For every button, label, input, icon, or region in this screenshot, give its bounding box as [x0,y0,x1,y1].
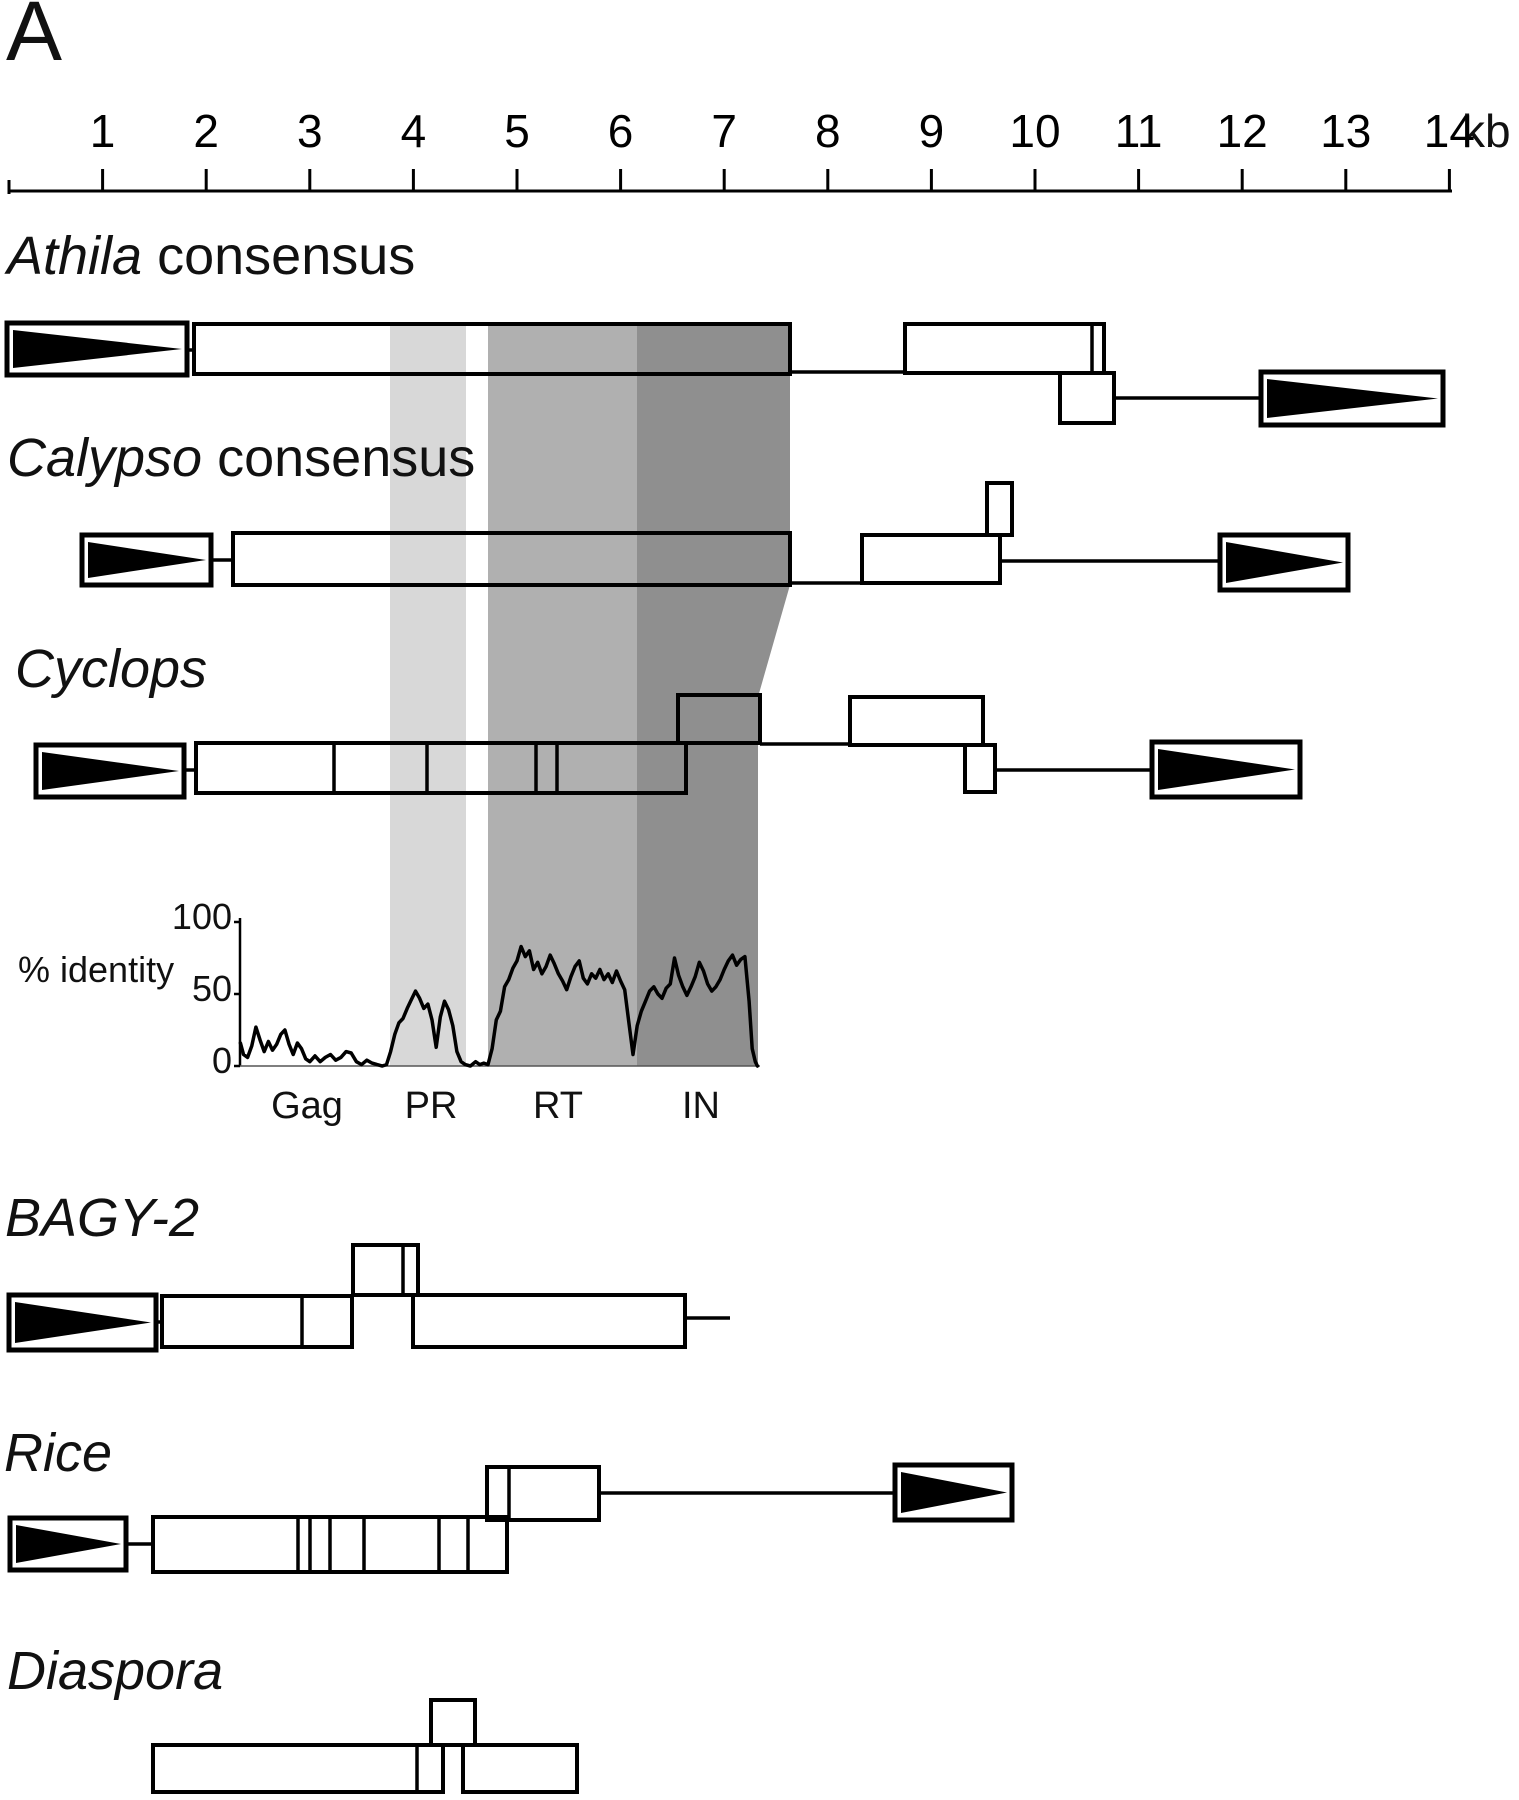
domain-label-rt: RT [533,1085,583,1127]
ruler-tick-label-9: 9 [918,105,945,157]
cyclops-ltr-right-box [1149,739,1303,800]
element-name: Rice [4,1423,113,1483]
element-name: Diaspora [7,1641,224,1701]
element-name: Cyclops [15,639,208,699]
row-label-bagy2: BAGY-2 [5,1191,199,1245]
ruler-tick-label-6: 6 [607,105,634,157]
calypso-raised-box [985,481,1014,537]
domain-label-in: IN [682,1085,720,1127]
plot-y-axis-label: % identity [18,949,175,990]
diaspora-orf2-box [461,1743,579,1794]
rice-ltr-right-box-arrow-icon [901,1472,1007,1513]
ruler-tick-label-14: 14 [1423,105,1475,157]
panel-letter: A [6,0,63,78]
athila-orf3-sub-box [1058,371,1116,425]
ruler-tick-label-2: 2 [193,105,219,157]
athila-ltr-right-box-arrow-icon [1267,379,1438,418]
ruler-tick-label-1: 1 [89,105,116,157]
athila-ltr-right-box [1258,369,1446,428]
diaspora-raised-box [429,1698,477,1747]
calypso-ltr-right-box [1217,532,1351,593]
bagy2-raised-box [351,1243,420,1297]
row-label-cyclops: Cyclops [15,642,207,696]
bagy2-orf1-box [160,1294,354,1349]
element-name-suffix: consensus [142,226,416,286]
plot-ytick-50: 50 [191,968,232,1009]
calypso-orf2-box [860,533,1002,585]
cyclops-ltr-left-box-arrow-icon [42,752,179,790]
ruler-tick-label-11: 11 [1114,105,1163,157]
row-label-calypso: Calypso consensus [7,431,475,485]
RT-shading [488,322,637,1066]
calypso-ltr-right-box-arrow-icon [1226,542,1343,583]
domain-label-gag: Gag [271,1085,343,1127]
ruler-tick-label-8: 8 [815,105,841,157]
plot-ytick-100: 100 [171,896,232,937]
plot-ytick-0: 0 [211,1040,232,1081]
athila-orf1-box [192,322,792,376]
identity-curve [238,944,760,1068]
ruler-tick-label-13: 13 [1320,105,1372,157]
element-name-suffix: consensus [202,428,476,488]
ruler-tick-label-7: 7 [711,105,737,157]
cyclops-orf1-box [194,741,688,795]
ruler-tick-label-3: 3 [297,105,323,157]
domain-label-pr: PR [404,1085,458,1127]
PR-shading [390,322,466,1066]
rice-ltr-right-box [892,1462,1015,1523]
cyclops-ltr-right-box-arrow-icon [1158,749,1295,790]
athila-ltr-left-box-arrow-icon [13,330,182,368]
rice-ltr-left-box-arrow-icon [16,1525,121,1563]
cyclops-upper-box-2 [848,695,985,747]
bagy2-orf2-box [411,1293,687,1349]
bagy2-ltr-left-box-arrow-icon [15,1302,151,1343]
diaspora-orf1-box [151,1743,445,1794]
cyclops-lower-sub-box [963,743,997,794]
cyclops-upper-box-1 [676,693,762,745]
row-label-diaspora: Diaspora [7,1644,223,1698]
row-label-athila: Athila consensus [7,229,415,283]
element-name: Athila [7,226,143,286]
rice-upper-box [485,1465,601,1522]
row-label-rice: Rice [4,1426,112,1480]
element-name: Calypso [7,428,203,488]
calypso-ltr-left-box-arrow-icon [88,542,206,578]
calypso-orf1-box [231,531,792,587]
ruler-unit-label: kb [1462,105,1511,157]
ruler-tick-label-10: 10 [1009,105,1061,157]
ruler-tick-label-12: 12 [1216,105,1268,157]
ruler-tick-label-4: 4 [400,105,427,157]
ruler-tick-label-5: 5 [504,105,530,157]
athila-orf2-box [903,322,1106,375]
element-name: BAGY-2 [5,1188,200,1248]
